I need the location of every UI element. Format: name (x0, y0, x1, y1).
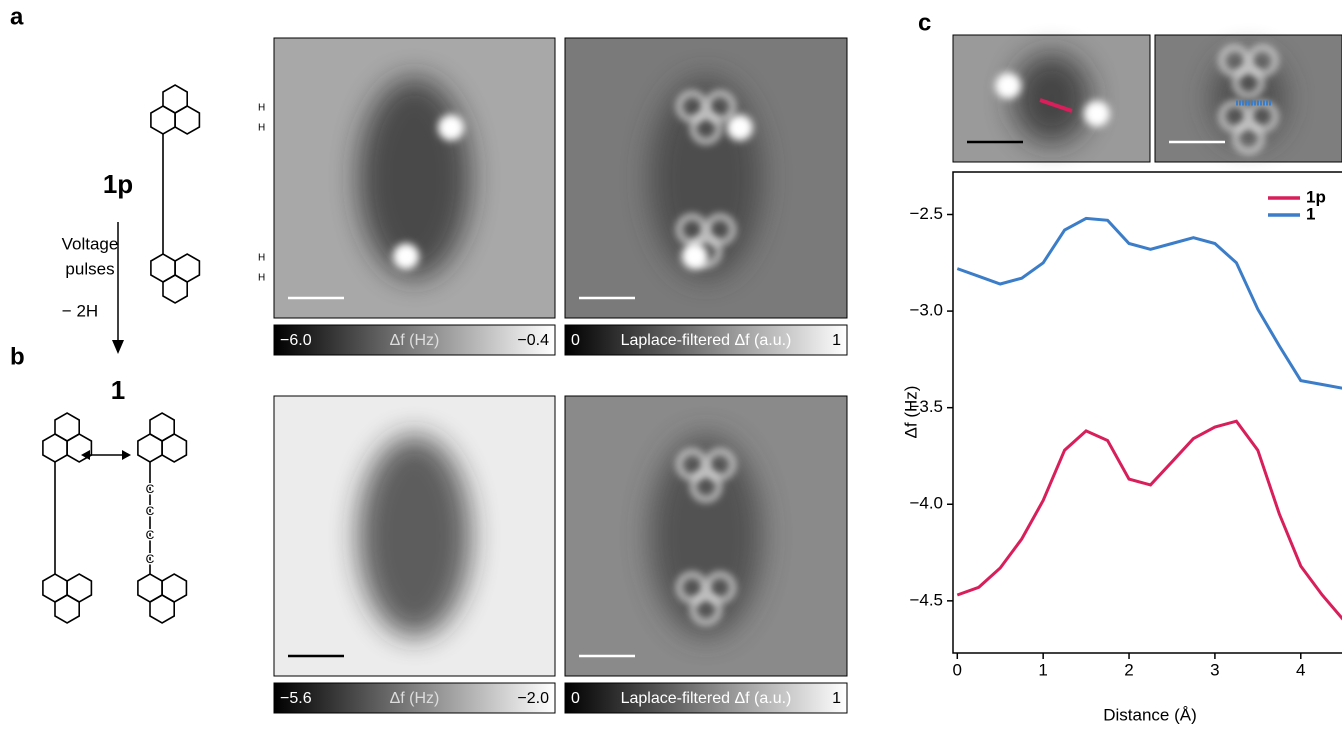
colorbar-max: −0.4 (517, 332, 549, 349)
colorbar-min: 0 (571, 690, 580, 707)
colorbar-min: −6.0 (280, 332, 312, 349)
ring (162, 84, 188, 114)
ring (690, 112, 722, 144)
panel-label: c (918, 9, 931, 36)
series-line (956, 216, 1342, 390)
colorbar-title: Δf (Hz) (390, 332, 440, 349)
ring (704, 572, 736, 604)
y-tick-label: −4.5 (909, 590, 943, 609)
atom-label: H (258, 103, 265, 114)
atom-label: H (258, 273, 265, 284)
ring (54, 412, 80, 442)
x-tick-label: 3 (1210, 660, 1219, 679)
ring (1233, 122, 1264, 154)
atom-label: C (146, 552, 155, 566)
x-tick-label: 4 (1296, 660, 1305, 679)
colorbar-min: −5.6 (280, 690, 312, 707)
colorbar-title: Δf (Hz) (390, 690, 440, 707)
bright-spot (393, 243, 420, 270)
arrow-head (112, 340, 124, 354)
colorbar (564, 324, 848, 356)
molecule (358, 435, 471, 637)
y-tick-label: −2.5 (909, 204, 943, 223)
ring (162, 274, 188, 304)
colorbar-title: Laplace-filtered Δf (a.u.) (621, 332, 792, 349)
x-tick-label: 2 (1124, 660, 1133, 679)
bright-spot (726, 114, 753, 141)
line-profile (1039, 98, 1073, 113)
ring (149, 412, 175, 442)
colorbar-max: −2.0 (517, 690, 549, 707)
x-tick-label: 0 (953, 660, 962, 679)
legend-label: 1p (1306, 187, 1326, 206)
bright-spot (995, 72, 1022, 99)
colorbar (273, 324, 556, 356)
compound-label: 1 (111, 375, 125, 405)
colorbar (273, 682, 556, 714)
arrow-text: Voltage (62, 234, 119, 253)
atom-label: C (146, 504, 155, 518)
ring (704, 448, 736, 480)
compound-label: 1p (103, 169, 133, 199)
ring (690, 470, 722, 502)
atom-label: H (258, 123, 265, 134)
ring (1247, 45, 1278, 77)
atom-label: C (146, 528, 155, 542)
y-axis-label: Δf (Hz) (901, 386, 920, 439)
colorbar-max: 1 (832, 332, 841, 349)
y-tick-label: −3.5 (909, 397, 943, 416)
panel-label: a (10, 3, 24, 30)
molecule (1012, 52, 1091, 145)
bright-spot (681, 243, 708, 270)
y-tick-label: −3.0 (909, 301, 943, 320)
bright-spot (1083, 100, 1110, 127)
atom-label: C (146, 482, 155, 496)
colorbar-max: 1 (832, 690, 841, 707)
bright-spot (438, 114, 465, 141)
ring (1233, 67, 1264, 99)
arrow-text: pulses (65, 259, 114, 278)
legend-label: 1 (1306, 204, 1315, 223)
atom-label: H (258, 253, 265, 264)
colorbar-min: 0 (571, 332, 580, 349)
colorbar-title: Laplace-filtered Δf (a.u.) (621, 690, 792, 707)
molecule (1211, 52, 1286, 145)
x-tick-label: 1 (1038, 660, 1047, 679)
x-axis-label: Distance (Å) (1103, 705, 1197, 724)
ring (704, 90, 736, 122)
y-tick-label: −4.0 (909, 494, 943, 513)
colorbar (564, 682, 848, 714)
axes-frame (952, 171, 1342, 654)
afm-images: −6.0 Δf (Hz) −0.4 0 Laplace-filtered Δf (a.u… (273, 34, 1342, 714)
ring (54, 594, 80, 624)
ring (690, 594, 722, 626)
panel-label: b (10, 343, 25, 370)
arrow-text: − 2H (62, 301, 98, 320)
ring (1247, 100, 1278, 132)
series-line (956, 419, 1342, 621)
ring (149, 594, 175, 624)
ring (704, 214, 736, 246)
